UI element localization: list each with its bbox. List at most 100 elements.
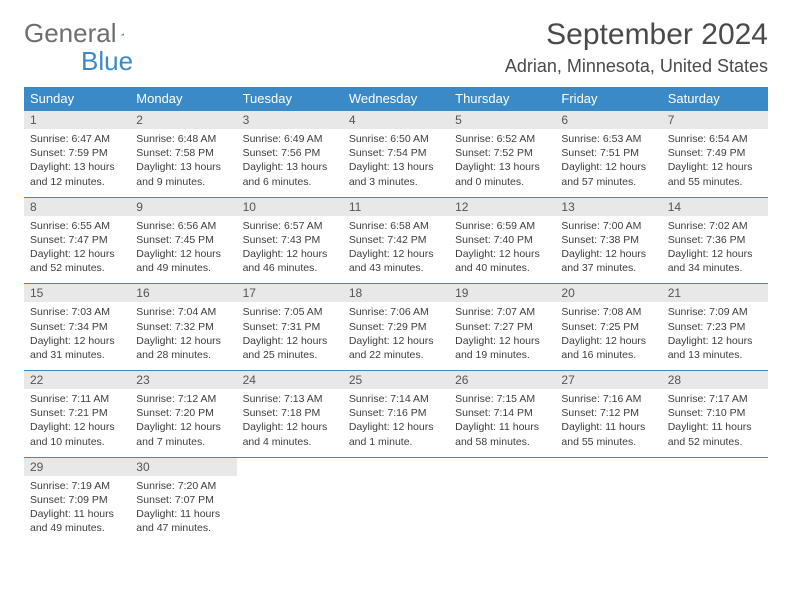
sunrise-line: Sunrise: 6:59 AM — [455, 219, 549, 233]
day-header: Sunday — [24, 87, 130, 111]
sunrise-line: Sunrise: 7:19 AM — [30, 479, 124, 493]
calendar-day-cell: 25Sunrise: 7:14 AMSunset: 7:16 PMDayligh… — [343, 371, 449, 458]
day-number: 3 — [237, 111, 343, 129]
day-number: 13 — [555, 198, 661, 216]
daylight-line: Daylight: 12 hours and 16 minutes. — [561, 334, 655, 362]
sunset-line: Sunset: 7:47 PM — [30, 233, 124, 247]
sunset-line: Sunset: 7:38 PM — [561, 233, 655, 247]
sunrise-line: Sunrise: 7:04 AM — [136, 305, 230, 319]
calendar-day-cell: 5Sunrise: 6:52 AMSunset: 7:52 PMDaylight… — [449, 111, 555, 198]
calendar-empty-cell — [662, 457, 768, 543]
sunset-line: Sunset: 7:09 PM — [30, 493, 124, 507]
location-subtitle: Adrian, Minnesota, United States — [505, 56, 768, 77]
day-details: Sunrise: 7:11 AMSunset: 7:21 PMDaylight:… — [24, 389, 130, 457]
day-details: Sunrise: 6:50 AMSunset: 7:54 PMDaylight:… — [343, 129, 449, 197]
sunrise-line: Sunrise: 7:11 AM — [30, 392, 124, 406]
day-number: 16 — [130, 284, 236, 302]
daylight-line: Daylight: 13 hours and 0 minutes. — [455, 160, 549, 188]
daylight-line: Daylight: 13 hours and 3 minutes. — [349, 160, 443, 188]
sunset-line: Sunset: 7:12 PM — [561, 406, 655, 420]
sunrise-line: Sunrise: 7:02 AM — [668, 219, 762, 233]
daylight-line: Daylight: 12 hours and 34 minutes. — [668, 247, 762, 275]
sunrise-line: Sunrise: 7:09 AM — [668, 305, 762, 319]
day-details: Sunrise: 6:49 AMSunset: 7:56 PMDaylight:… — [237, 129, 343, 197]
daylight-line: Daylight: 12 hours and 31 minutes. — [30, 334, 124, 362]
daylight-line: Daylight: 11 hours and 52 minutes. — [668, 420, 762, 448]
day-details: Sunrise: 6:47 AMSunset: 7:59 PMDaylight:… — [24, 129, 130, 197]
daylight-line: Daylight: 12 hours and 7 minutes. — [136, 420, 230, 448]
sunset-line: Sunset: 7:21 PM — [30, 406, 124, 420]
sunrise-line: Sunrise: 7:14 AM — [349, 392, 443, 406]
day-number: 21 — [662, 284, 768, 302]
day-details: Sunrise: 7:00 AMSunset: 7:38 PMDaylight:… — [555, 216, 661, 284]
calendar-week-row: 29Sunrise: 7:19 AMSunset: 7:09 PMDayligh… — [24, 457, 768, 543]
calendar-week-row: 22Sunrise: 7:11 AMSunset: 7:21 PMDayligh… — [24, 371, 768, 458]
daylight-line: Daylight: 12 hours and 49 minutes. — [136, 247, 230, 275]
sunrise-line: Sunrise: 6:49 AM — [243, 132, 337, 146]
calendar-day-cell: 6 Sunrise: 6:53 AMSunset: 7:51 PMDaylight… — [555, 111, 661, 198]
calendar-day-cell: 7Sunrise: 6:54 AMSunset: 7:49 PMDaylight… — [662, 111, 768, 198]
day-number: 25 — [343, 371, 449, 389]
day-details: Sunrise: 7:17 AMSunset: 7:10 PMDaylight:… — [662, 389, 768, 457]
day-details: Sunrise: 7:16 AMSunset: 7:12 PMDaylight:… — [555, 389, 661, 457]
calendar-day-cell: 20Sunrise: 7:08 AMSunset: 7:25 PMDayligh… — [555, 284, 661, 371]
calendar-day-cell: 12Sunrise: 6:59 AMSunset: 7:40 PMDayligh… — [449, 197, 555, 284]
day-header: Wednesday — [343, 87, 449, 111]
calendar-day-cell: 29Sunrise: 7:19 AMSunset: 7:09 PMDayligh… — [24, 457, 130, 543]
calendar-day-cell: 24Sunrise: 7:13 AMSunset: 7:18 PMDayligh… — [237, 371, 343, 458]
sunset-line: Sunset: 7:32 PM — [136, 320, 230, 334]
sunrise-line: Sunrise: 6:58 AM — [349, 219, 443, 233]
sunset-line: Sunset: 7:43 PM — [243, 233, 337, 247]
logo-text-2: Blue — [81, 46, 133, 77]
calendar-day-cell: 21Sunrise: 7:09 AMSunset: 7:23 PMDayligh… — [662, 284, 768, 371]
daylight-line: Daylight: 12 hours and 57 minutes. — [561, 160, 655, 188]
day-details: Sunrise: 7:09 AMSunset: 7:23 PMDaylight:… — [662, 302, 768, 370]
sunrise-line: Sunrise: 6:53 AM — [561, 132, 655, 146]
sunrise-line: Sunrise: 7:15 AM — [455, 392, 549, 406]
daylight-line: Daylight: 11 hours and 55 minutes. — [561, 420, 655, 448]
calendar-day-cell: 8Sunrise: 6:55 AMSunset: 7:47 PMDaylight… — [24, 197, 130, 284]
calendar-day-cell: 10Sunrise: 6:57 AMSunset: 7:43 PMDayligh… — [237, 197, 343, 284]
calendar-day-cell: 4Sunrise: 6:50 AMSunset: 7:54 PMDaylight… — [343, 111, 449, 198]
calendar-day-cell: 22Sunrise: 7:11 AMSunset: 7:21 PMDayligh… — [24, 371, 130, 458]
day-number: 30 — [130, 458, 236, 476]
sunset-line: Sunset: 7:42 PM — [349, 233, 443, 247]
calendar-day-cell: 3Sunrise: 6:49 AMSunset: 7:56 PMDaylight… — [237, 111, 343, 198]
day-details: Sunrise: 7:02 AMSunset: 7:36 PMDaylight:… — [662, 216, 768, 284]
calendar-day-cell: 18Sunrise: 7:06 AMSunset: 7:29 PMDayligh… — [343, 284, 449, 371]
sunrise-line: Sunrise: 7:03 AM — [30, 305, 124, 319]
daylight-line: Daylight: 12 hours and 4 minutes. — [243, 420, 337, 448]
daylight-line: Daylight: 13 hours and 12 minutes. — [30, 160, 124, 188]
daylight-line: Daylight: 13 hours and 9 minutes. — [136, 160, 230, 188]
calendar-day-cell: 13Sunrise: 7:00 AMSunset: 7:38 PMDayligh… — [555, 197, 661, 284]
calendar-empty-cell — [449, 457, 555, 543]
daylight-line: Daylight: 12 hours and 25 minutes. — [243, 334, 337, 362]
day-details: Sunrise: 7:14 AMSunset: 7:16 PMDaylight:… — [343, 389, 449, 457]
day-details: Sunrise: 7:15 AMSunset: 7:14 PMDaylight:… — [449, 389, 555, 457]
sunset-line: Sunset: 7:51 PM — [561, 146, 655, 160]
sunset-line: Sunset: 7:40 PM — [455, 233, 549, 247]
daylight-line: Daylight: 12 hours and 13 minutes. — [668, 334, 762, 362]
day-details: Sunrise: 7:19 AMSunset: 7:09 PMDaylight:… — [24, 476, 130, 544]
sunset-line: Sunset: 7:20 PM — [136, 406, 230, 420]
day-number: 26 — [449, 371, 555, 389]
day-details: Sunrise: 6:58 AMSunset: 7:42 PMDaylight:… — [343, 216, 449, 284]
day-details: Sunrise: 7:13 AMSunset: 7:18 PMDaylight:… — [237, 389, 343, 457]
daylight-line: Daylight: 13 hours and 6 minutes. — [243, 160, 337, 188]
daylight-line: Daylight: 11 hours and 47 minutes. — [136, 507, 230, 535]
calendar-day-cell: 27Sunrise: 7:16 AMSunset: 7:12 PMDayligh… — [555, 371, 661, 458]
day-details: Sunrise: 6:56 AMSunset: 7:45 PMDaylight:… — [130, 216, 236, 284]
day-number: 5 — [449, 111, 555, 129]
page-title: September 2024 — [546, 18, 768, 52]
sunset-line: Sunset: 7:49 PM — [668, 146, 762, 160]
calendar-empty-cell — [343, 457, 449, 543]
sunrise-line: Sunrise: 7:13 AM — [243, 392, 337, 406]
day-details: Sunrise: 6:54 AMSunset: 7:49 PMDaylight:… — [662, 129, 768, 197]
calendar-day-cell: 11Sunrise: 6:58 AMSunset: 7:42 PMDayligh… — [343, 197, 449, 284]
day-number: 24 — [237, 371, 343, 389]
sunrise-line: Sunrise: 7:12 AM — [136, 392, 230, 406]
day-number: 28 — [662, 371, 768, 389]
day-number: 6 — [555, 111, 661, 129]
calendar-table: Sunday Monday Tuesday Wednesday Thursday… — [24, 87, 768, 543]
sunset-line: Sunset: 7:16 PM — [349, 406, 443, 420]
